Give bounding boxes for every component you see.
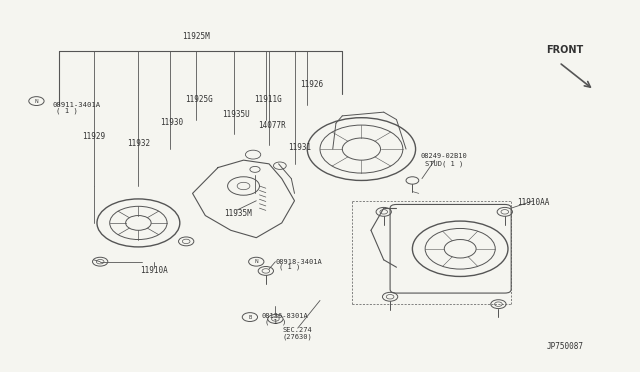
Text: 11910AA: 11910AA	[517, 198, 550, 207]
Text: B: B	[248, 315, 252, 320]
Text: ( 1 ): ( 1 )	[56, 107, 77, 113]
Text: 11930: 11930	[160, 118, 183, 127]
Text: ( 1 ): ( 1 )	[278, 264, 300, 270]
Text: N: N	[255, 259, 258, 264]
Text: 08911-3401A: 08911-3401A	[52, 102, 100, 108]
Text: 08249-02B10
STUD( 1 ): 08249-02B10 STUD( 1 )	[421, 153, 468, 167]
Text: SEC.274
(27630): SEC.274 (27630)	[283, 327, 312, 340]
Text: 11925G: 11925G	[185, 95, 213, 104]
Text: 11935M: 11935M	[225, 209, 252, 218]
Text: 11931: 11931	[288, 143, 311, 152]
Text: JP750087: JP750087	[547, 342, 584, 351]
Text: N: N	[35, 99, 38, 103]
Text: ( 1 ): ( 1 )	[264, 318, 286, 325]
Text: 11911G: 11911G	[254, 95, 282, 104]
Text: 08918-3401A: 08918-3401A	[275, 259, 322, 265]
Text: 11910A: 11910A	[140, 266, 168, 275]
Text: 08136-8301A: 08136-8301A	[261, 313, 308, 319]
Text: 11932: 11932	[127, 139, 150, 148]
Text: 11926: 11926	[300, 80, 323, 89]
Text: 11929: 11929	[82, 132, 106, 141]
Text: 11935U: 11935U	[222, 109, 250, 119]
Text: FRONT: FRONT	[546, 45, 584, 55]
Text: 14077R: 14077R	[259, 121, 286, 129]
Text: 11925M: 11925M	[182, 32, 210, 41]
